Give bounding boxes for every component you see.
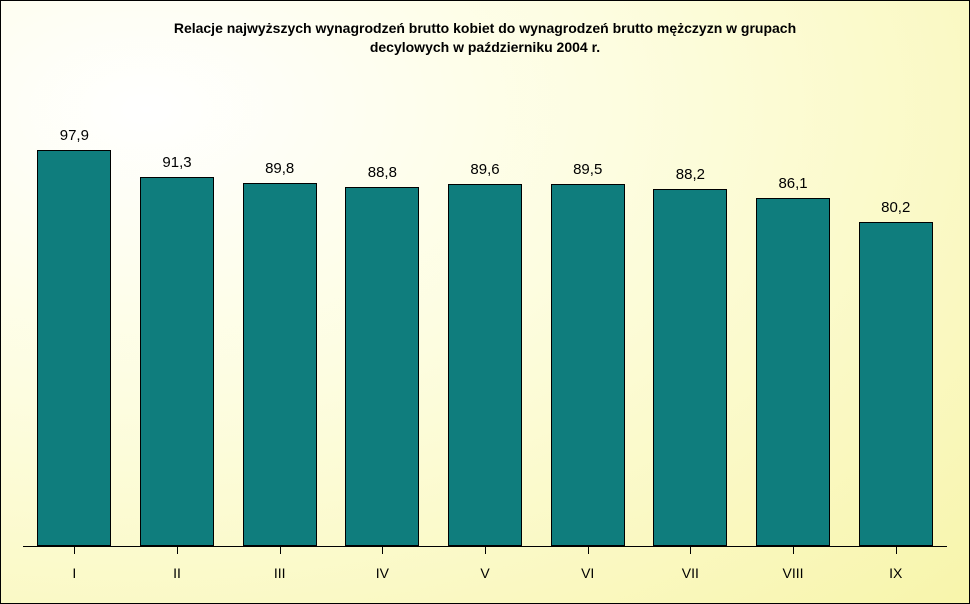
- x-tick: [228, 547, 331, 555]
- x-axis-label: III: [228, 565, 331, 581]
- x-axis-label: V: [434, 565, 537, 581]
- bar-value-label: 86,1: [742, 175, 845, 192]
- chart-title: Relacje najwyższych wynagrodzeń brutto k…: [1, 19, 969, 57]
- bar: [345, 187, 419, 546]
- bars-group: 97,991,389,888,889,689,588,286,1 80,2: [23, 101, 947, 547]
- bar: [551, 184, 625, 546]
- x-tick: [844, 547, 947, 555]
- bar-value-label: 89,6: [434, 161, 537, 178]
- bar: [37, 150, 111, 546]
- bar-slot: 89,6: [434, 101, 537, 546]
- x-axis-label: VI: [536, 565, 639, 581]
- bar: [756, 198, 830, 546]
- bar-value-label: 89,5: [536, 161, 639, 178]
- x-axis-labels: IIIIIIIVVVIVIIVIIIIX: [23, 565, 947, 581]
- x-ticks: [23, 547, 947, 555]
- x-tick: [126, 547, 229, 555]
- bar-slot: 89,8: [228, 101, 331, 546]
- x-axis-label: IX: [844, 565, 947, 581]
- bar: [448, 184, 522, 546]
- bar-slot: 88,8: [331, 101, 434, 546]
- bar-value-label: 80,2: [844, 199, 947, 216]
- bar: [859, 222, 933, 546]
- chart-title-line1: Relacje najwyższych wynagrodzeń brutto k…: [174, 20, 796, 36]
- x-axis-label: VIII: [742, 565, 845, 581]
- chart-title-line2: decylowych w październiku 2004 r.: [370, 39, 600, 55]
- bar-slot: 80,2: [844, 101, 947, 546]
- plot-area: 97,991,389,888,889,689,588,286,1 80,2: [23, 101, 947, 547]
- x-axis-label: VII: [639, 565, 742, 581]
- x-axis-label: I: [23, 565, 126, 581]
- x-axis-label: IV: [331, 565, 434, 581]
- bar: [243, 183, 317, 546]
- bar-slot: 97,9: [23, 101, 126, 546]
- bar-slot: 89,5: [536, 101, 639, 546]
- bar-slot: 91,3: [126, 101, 229, 546]
- chart-container: Relacje najwyższych wynagrodzeń brutto k…: [0, 0, 970, 604]
- bar: [653, 189, 727, 546]
- bar-slot: 88,2: [639, 101, 742, 546]
- x-axis-label: II: [126, 565, 229, 581]
- x-tick: [331, 547, 434, 555]
- x-tick: [742, 547, 845, 555]
- bar: [140, 177, 214, 546]
- bar-value-label: 89,8: [228, 160, 331, 177]
- x-tick: [536, 547, 639, 555]
- x-tick: [23, 547, 126, 555]
- bar-slot: 86,1: [742, 101, 845, 546]
- bar-value-label: 88,8: [331, 164, 434, 181]
- bar-value-label: 88,2: [639, 166, 742, 183]
- x-tick: [434, 547, 537, 555]
- x-tick: [639, 547, 742, 555]
- bar-value-label: 97,9: [23, 127, 126, 144]
- bar-value-label: 91,3: [126, 154, 229, 171]
